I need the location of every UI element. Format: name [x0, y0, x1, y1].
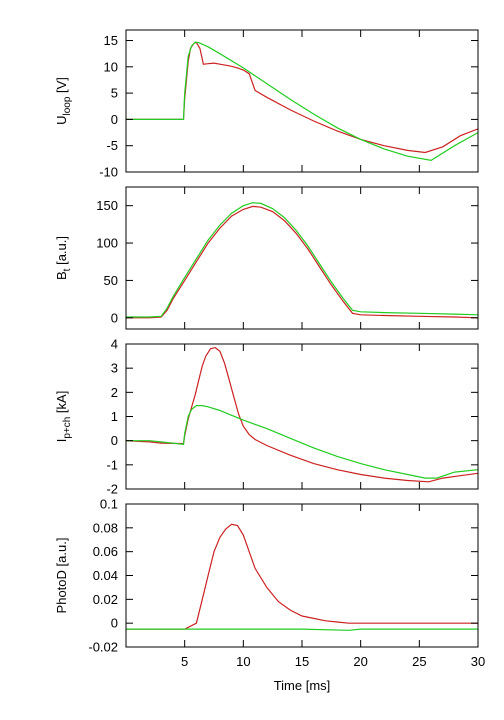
y-tick-label: 1	[111, 409, 118, 424]
y-tick-label: -0.02	[88, 640, 118, 655]
y-tick-label: 0.08	[93, 520, 118, 535]
y-tick-label: 5	[111, 86, 118, 101]
x-tick-label: 5	[181, 654, 188, 669]
red-series-line	[126, 523, 478, 630]
x-tick-label: 10	[236, 654, 250, 669]
green-series-line	[126, 405, 478, 479]
y-axis-title: Uloop [V]	[54, 77, 73, 125]
y-axis-title-sub: t	[62, 268, 73, 271]
plot-frame	[125, 186, 479, 330]
green-series-line	[126, 202, 478, 318]
y-tick-label: 0.1	[100, 497, 118, 512]
panel-1: -10 -5 0 5 10 15 Uloop [V]	[54, 29, 479, 180]
y-axis-title-main: I	[54, 439, 69, 443]
y-tick-label: 50	[104, 273, 118, 288]
y-tick-label: 0	[111, 616, 118, 631]
y-axis-title-unit: [a.u.]	[54, 236, 69, 269]
panel-4: -0.02 0 0.02 0.04 0.06 0.08 0.1 PhotoD [a.u.] 5 1…	[54, 497, 485, 670]
y-axis-title: Bt [a.u.]	[54, 236, 73, 280]
y-axis-title-sub: p+ch	[62, 417, 73, 439]
x-tick-label: 30	[471, 654, 485, 669]
y-tick-label: 0.02	[93, 592, 118, 607]
y-tick-label: -10	[99, 165, 118, 180]
plot-frame	[125, 503, 479, 648]
x-axis-title: Time [ms]	[274, 678, 331, 693]
y-axis-title: PhotoD [a.u.]	[54, 538, 69, 614]
y-tick-label: 0	[111, 112, 118, 127]
y-tick-label: -1	[106, 457, 118, 472]
y-axis-title-unit: [V]	[54, 77, 69, 97]
red-series-line	[126, 41, 478, 154]
y-axis-title-main: PhotoD	[54, 570, 69, 613]
y-tick-label: 2	[111, 385, 118, 400]
y-tick-label: 100	[96, 236, 118, 251]
plot-frame	[125, 29, 479, 173]
y-tick-label: 10	[104, 59, 118, 74]
y-tick-label: 0	[111, 310, 118, 325]
y-axis-title-unit: [kA]	[54, 391, 69, 417]
green-series-line	[126, 628, 478, 631]
y-axis-title-unit: [a.u.]	[54, 538, 69, 571]
y-tick-label: 0.06	[93, 544, 118, 559]
y-tick-label: 3	[111, 361, 118, 376]
y-tick-label: 15	[104, 33, 118, 48]
panel-3: -2 -1 0 1 2 3 4 Ip+ch [kA]	[54, 337, 479, 497]
y-tick-label: 0	[111, 433, 118, 448]
y-axis-title: Ip+ch [kA]	[54, 391, 73, 443]
x-tick-label: 15	[295, 654, 309, 669]
y-axis-title-main: U	[54, 116, 69, 125]
red-series-line	[126, 346, 478, 483]
plot-frame	[125, 343, 479, 490]
x-tick-label: 25	[412, 654, 426, 669]
y-axis-title-sub: loop	[62, 96, 73, 115]
y-tick-label: -5	[106, 138, 118, 153]
y-tick-label: 4	[111, 337, 118, 352]
panel-2: 0 50 100 150 Bt [a.u.]	[54, 186, 479, 330]
y-axis-title-main: B	[54, 271, 69, 280]
y-tick-label: -2	[106, 482, 118, 497]
x-tick-label: 20	[353, 654, 367, 669]
y-tick-label: 0.04	[93, 568, 118, 583]
y-tick-label: 150	[96, 198, 118, 213]
green-series-line	[126, 41, 478, 162]
red-series-line	[126, 205, 478, 319]
